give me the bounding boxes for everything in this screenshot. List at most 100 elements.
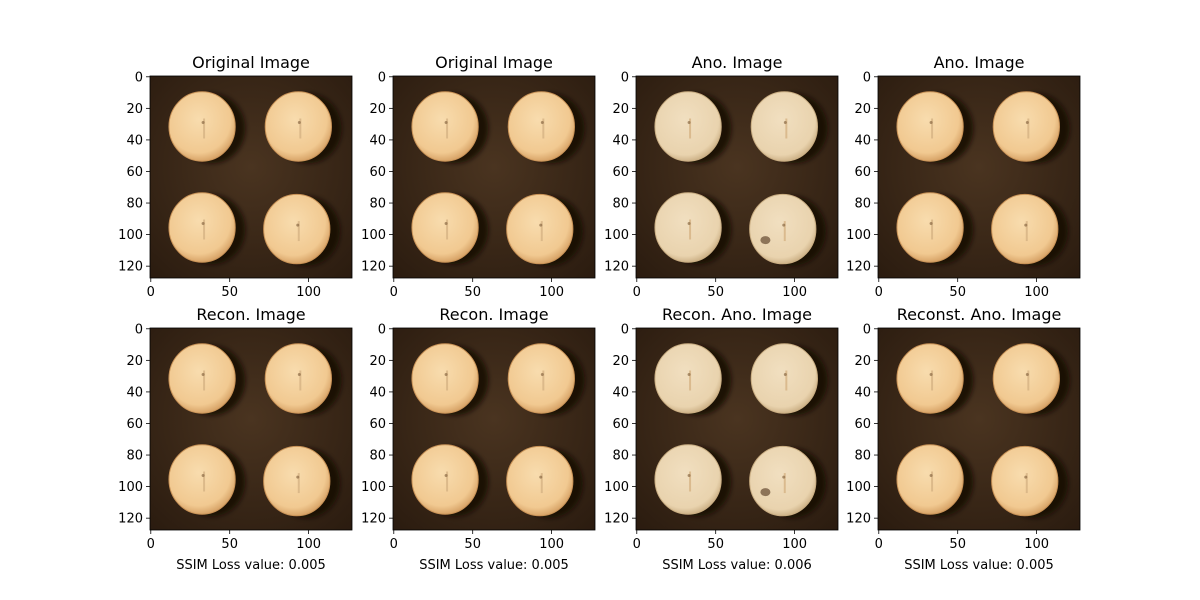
image-panel: Recon. Image 0 20 40 60 80 100 120 0 50 100 SSIM Lo… [118, 305, 353, 573]
tablet [411, 91, 479, 162]
y-tick-label: 60 [126, 417, 143, 432]
tablet [168, 444, 236, 515]
y-tick-label: 40 [369, 133, 386, 148]
x-tick-label: 50 [221, 537, 238, 552]
tablet [750, 343, 818, 414]
tablet-mark [782, 475, 786, 479]
tablet-mark [540, 373, 544, 376]
tablet-mark [1025, 121, 1029, 124]
axes-frame [392, 327, 596, 531]
y-tick-label: 20 [612, 102, 629, 117]
y-tick-label: 0 [863, 322, 871, 337]
axes-frame [635, 75, 839, 279]
y-tick-label: 0 [378, 322, 386, 337]
tablet-mark [1024, 475, 1028, 479]
y-tick-label: 20 [126, 354, 143, 369]
tablet-mark [297, 373, 301, 376]
tablet-mark [929, 222, 933, 225]
tablet [654, 91, 722, 162]
axes-frame [877, 75, 1081, 279]
x-tick-label: 100 [782, 537, 807, 552]
tablet [654, 192, 722, 263]
y-tick-label: 100 [846, 228, 871, 243]
panel-title: Recon. Ano. Image [662, 305, 812, 324]
tablet [896, 192, 964, 263]
axes-frame [149, 327, 353, 531]
tablet-mark [296, 223, 300, 227]
tablet [750, 91, 818, 162]
tablet [654, 343, 722, 414]
tablet [411, 192, 479, 263]
tablet-mark [929, 474, 933, 477]
x-tick-label: 50 [464, 537, 481, 552]
tablet-mark [444, 373, 448, 376]
x-tick-label: 50 [707, 537, 724, 552]
panel-title: Original Image [192, 53, 310, 72]
tablet [654, 444, 722, 515]
tablet-mark [201, 373, 205, 376]
axes-frame [149, 75, 353, 279]
y-tick-label: 20 [369, 102, 386, 117]
tablet-mark [783, 121, 787, 124]
x-tick-label: 0 [875, 537, 883, 552]
tablet-mark [201, 222, 205, 225]
tablet [749, 445, 817, 517]
tablet [896, 444, 964, 515]
image-panel: Recon. Image 0 20 40 60 80 100 120 0 50 100 SSIM Lo… [361, 305, 596, 573]
y-tick-label: 100 [604, 228, 629, 243]
tablet [264, 343, 332, 414]
y-tick-label: 60 [854, 165, 871, 180]
y-tick-label: 120 [361, 512, 386, 527]
x-tick-label: 100 [296, 537, 321, 552]
y-tick-label: 120 [604, 260, 629, 275]
y-tick-label: 60 [612, 417, 629, 432]
defect-blemish [760, 488, 771, 497]
y-tick-label: 40 [854, 385, 871, 400]
image-panel: Ano. Image 0 20 40 60 80 100 120 0 50 100 [604, 53, 839, 300]
y-tick-label: 100 [118, 228, 143, 243]
ssim-caption: SSIM Loss value: 0.005 [176, 558, 326, 573]
x-tick-label: 0 [633, 285, 641, 300]
x-tick-label: 0 [390, 537, 398, 552]
x-tick-label: 50 [221, 285, 238, 300]
image-panel: Reconst. Ano. Image 0 20 40 60 80 100 120 0 50 100… [846, 305, 1081, 573]
x-tick-label: 0 [147, 537, 155, 552]
panel-title: Recon. Image [439, 305, 548, 324]
panel-title: Original Image [435, 53, 553, 72]
tablet [168, 192, 236, 263]
y-tick-label: 80 [612, 197, 629, 212]
tablet-mark [929, 373, 933, 376]
tablet-mark [1024, 223, 1028, 227]
tablet [991, 445, 1059, 517]
y-tick-label: 40 [854, 133, 871, 148]
tablet-mark [687, 222, 691, 225]
y-tick-label: 80 [369, 197, 386, 212]
y-tick-label: 20 [369, 354, 386, 369]
tablet [896, 91, 964, 162]
axes-frame [877, 327, 1081, 531]
x-tick-label: 100 [1024, 537, 1049, 552]
tablet-mark [444, 121, 448, 124]
tablet-mark [296, 475, 300, 479]
y-tick-label: 80 [612, 449, 629, 464]
x-tick-label: 0 [390, 285, 398, 300]
y-tick-label: 100 [118, 480, 143, 495]
tablet [168, 343, 236, 414]
tablet-mark [444, 474, 448, 477]
x-tick-label: 50 [464, 285, 481, 300]
y-tick-label: 80 [369, 449, 386, 464]
y-tick-label: 0 [621, 322, 629, 337]
axes-frame [635, 327, 839, 531]
y-tick-label: 100 [846, 480, 871, 495]
y-tick-label: 20 [854, 102, 871, 117]
ssim-caption: SSIM Loss value: 0.005 [419, 558, 569, 573]
ssim-caption: SSIM Loss value: 0.005 [904, 558, 1054, 573]
y-tick-label: 20 [612, 354, 629, 369]
y-tick-label: 60 [369, 417, 386, 432]
y-tick-label: 20 [126, 102, 143, 117]
tablet-mark [1025, 373, 1029, 376]
tablet [749, 193, 817, 265]
tablet [992, 343, 1060, 414]
x-tick-label: 50 [949, 537, 966, 552]
